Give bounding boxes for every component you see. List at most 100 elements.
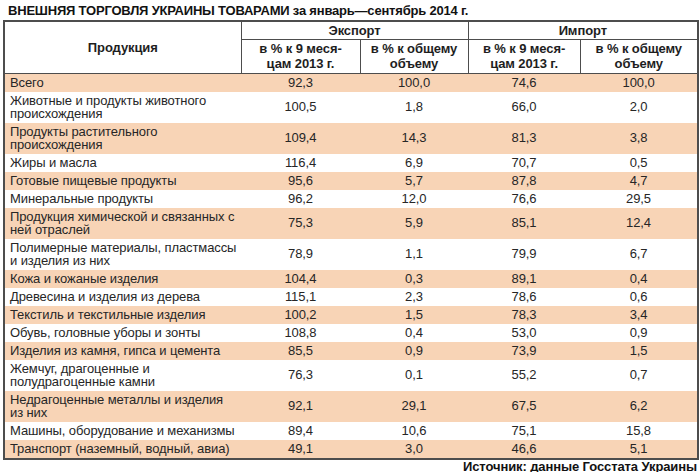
table-row: Жемчуг, драгоценные и полудрагоценные ка… [4,360,698,391]
value-cell: 100,2 [241,306,360,324]
value-cell: 55,2 [468,360,580,391]
product-name-cell: Кожа и кожаные изделия [4,270,241,288]
product-name-cell: Древесина и изделия из дерева [4,288,241,306]
value-cell: 74,6 [468,73,580,92]
value-cell: 85,5 [241,342,360,360]
value-cell: 100,0 [580,73,698,92]
table-row: Полимерные материалы, пластмассы и издел… [4,239,698,270]
table-header: Продукция Экспорт Импорт в % к 9 меся- ц… [4,21,698,73]
value-cell: 14,3 [360,123,468,154]
value-cell: 85,1 [468,208,580,239]
value-cell: 10,6 [360,422,468,440]
value-cell: 70,7 [468,154,580,172]
trade-table: Продукция Экспорт Импорт в % к 9 меся- ц… [3,20,699,460]
value-cell: 78,6 [468,288,580,306]
table-row: Обувь, головные уборы и зонты108,80,453,… [4,324,698,342]
col-header-export-share: в % к общему объему [360,39,468,73]
value-cell: 1,5 [360,306,468,324]
product-name-cell: Текстиль и текстильные изделия [4,306,241,324]
value-cell: 66,0 [468,92,580,123]
value-cell: 6,9 [360,154,468,172]
value-cell: 76,3 [241,360,360,391]
value-cell: 1,5 [580,342,698,360]
value-cell: 15,8 [580,422,698,440]
product-name-cell: Продукция химической и связанных с ней о… [4,208,241,239]
value-cell: 49,1 [241,440,360,459]
value-cell: 1,1 [360,239,468,270]
value-cell: 0,9 [580,324,698,342]
value-cell: 3,8 [580,123,698,154]
product-name-cell: Минеральные продукты [4,190,241,208]
value-cell: 12,4 [580,208,698,239]
value-cell: 75,3 [241,208,360,239]
source-note: Источник: данные Госстата Украины [0,461,700,472]
table-row: Древесина и изделия из дерева115,12,378,… [4,288,698,306]
value-cell: 76,6 [468,190,580,208]
value-cell: 100,0 [360,73,468,92]
table-row: Кожа и кожаные изделия104,40,389,10,4 [4,270,698,288]
product-name-cell: Готовые пищевые продукты [4,172,241,190]
value-cell: 67,5 [468,391,580,422]
table-body: Всего92,3100,074,6100,0Животные и продук… [4,73,698,459]
col-header-import-vs2013: в % к 9 меся- цам 2013 г. [468,39,580,73]
table-row: Готовые пищевые продукты95,65,787,84,7 [4,172,698,190]
table-row: Продукция химической и связанных с ней о… [4,208,698,239]
col-group-export: Экспорт [241,21,468,39]
product-name-cell: Изделия из камня, гипса и цемента [4,342,241,360]
value-cell: 87,8 [468,172,580,190]
table-row: Минеральные продукты96,212,076,629,5 [4,190,698,208]
value-cell: 5,1 [580,440,698,459]
value-cell: 0,4 [580,270,698,288]
col-header-product: Продукция [4,21,241,73]
value-cell: 109,4 [241,123,360,154]
value-cell: 3,4 [580,306,698,324]
value-cell: 2,3 [360,288,468,306]
value-cell: 0,4 [360,324,468,342]
value-cell: 89,4 [241,422,360,440]
value-cell: 29,5 [580,190,698,208]
col-header-export-vs2013: в % к 9 меся- цам 2013 г. [241,39,360,73]
value-cell: 92,1 [241,391,360,422]
value-cell: 104,4 [241,270,360,288]
value-cell: 92,3 [241,73,360,92]
value-cell: 79,9 [468,239,580,270]
value-cell: 108,8 [241,324,360,342]
value-cell: 5,9 [360,208,468,239]
table-row: Всего92,3100,074,6100,0 [4,73,698,92]
value-cell: 100,5 [241,92,360,123]
table-row: Изделия из камня, гипса и цемента85,50,9… [4,342,698,360]
value-cell: 89,1 [468,270,580,288]
value-cell: 1,8 [360,92,468,123]
value-cell: 12,0 [360,190,468,208]
value-cell: 46,6 [468,440,580,459]
product-name-cell: Жиры и масла [4,154,241,172]
page-title: ВНЕШНЯЯ ТОРГОВЛЯ УКРАИНЫ ТОВАРАМИ за янв… [0,0,700,20]
value-cell: 0,7 [580,360,698,391]
value-cell: 0,1 [360,360,468,391]
product-name-cell: Жемчуг, драгоценные и полудрагоценные ка… [4,360,241,391]
value-cell: 53,0 [468,324,580,342]
product-name-cell: Транспорт (наземный, водный, авиа) [4,440,241,459]
value-cell: 0,6 [580,288,698,306]
col-group-import: Импорт [468,21,698,39]
product-name-cell: Продукты растительного происхождения [4,123,241,154]
value-cell: 73,9 [468,342,580,360]
table-row: Машины, оборудование и механизмы89,410,6… [4,422,698,440]
value-cell: 75,1 [468,422,580,440]
table-row: Животные и продукты животного происхожде… [4,92,698,123]
header-group-row: Продукция Экспорт Импорт [4,21,698,39]
value-cell: 6,2 [580,391,698,422]
table-row: Транспорт (наземный, водный, авиа)49,13,… [4,440,698,459]
product-name-cell: Недрагоценные металлы и изделия из них [4,391,241,422]
value-cell: 0,9 [360,342,468,360]
product-name-cell: Обувь, головные уборы и зонты [4,324,241,342]
value-cell: 2,0 [580,92,698,123]
value-cell: 81,3 [468,123,580,154]
table-row: Текстиль и текстильные изделия100,21,578… [4,306,698,324]
table-row: Жиры и масла116,46,970,70,5 [4,154,698,172]
product-name-cell: Полимерные материалы, пластмассы и издел… [4,239,241,270]
value-cell: 116,4 [241,154,360,172]
value-cell: 29,1 [360,391,468,422]
value-cell: 3,0 [360,440,468,459]
product-name-cell: Животные и продукты животного происхожде… [4,92,241,123]
